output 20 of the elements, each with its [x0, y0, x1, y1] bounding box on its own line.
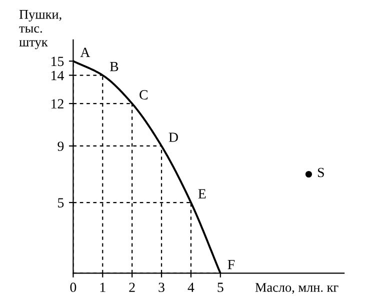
y-tick-label: 9 [58, 142, 64, 151]
annotation: D [168, 132, 178, 142]
x-tick-label: 1 [100, 282, 106, 292]
x-tick-label: 2 [129, 282, 135, 292]
y-tick-label: 5 [58, 198, 64, 208]
annotation: A [80, 48, 90, 57]
annotation: B [110, 62, 118, 72]
y-tick-label: 14 [52, 70, 64, 80]
x-tick-label: 4 [188, 282, 194, 292]
y-axis-title: Пушки, тыс. штук [19, 10, 62, 50]
y-tick-label: 15 [52, 56, 64, 66]
annotation: E [198, 189, 206, 198]
series-label: S [318, 168, 324, 178]
x-tick-label: 5 [218, 282, 224, 292]
y-tick-label: 12 [52, 99, 64, 108]
annotation: F [228, 260, 235, 270]
annotation: C [140, 90, 148, 100]
x-axis-title: Масло, млн. кг [255, 283, 338, 294]
x-tick-label: 0 [70, 282, 76, 292]
x-tick-label: 3 [158, 282, 164, 292]
